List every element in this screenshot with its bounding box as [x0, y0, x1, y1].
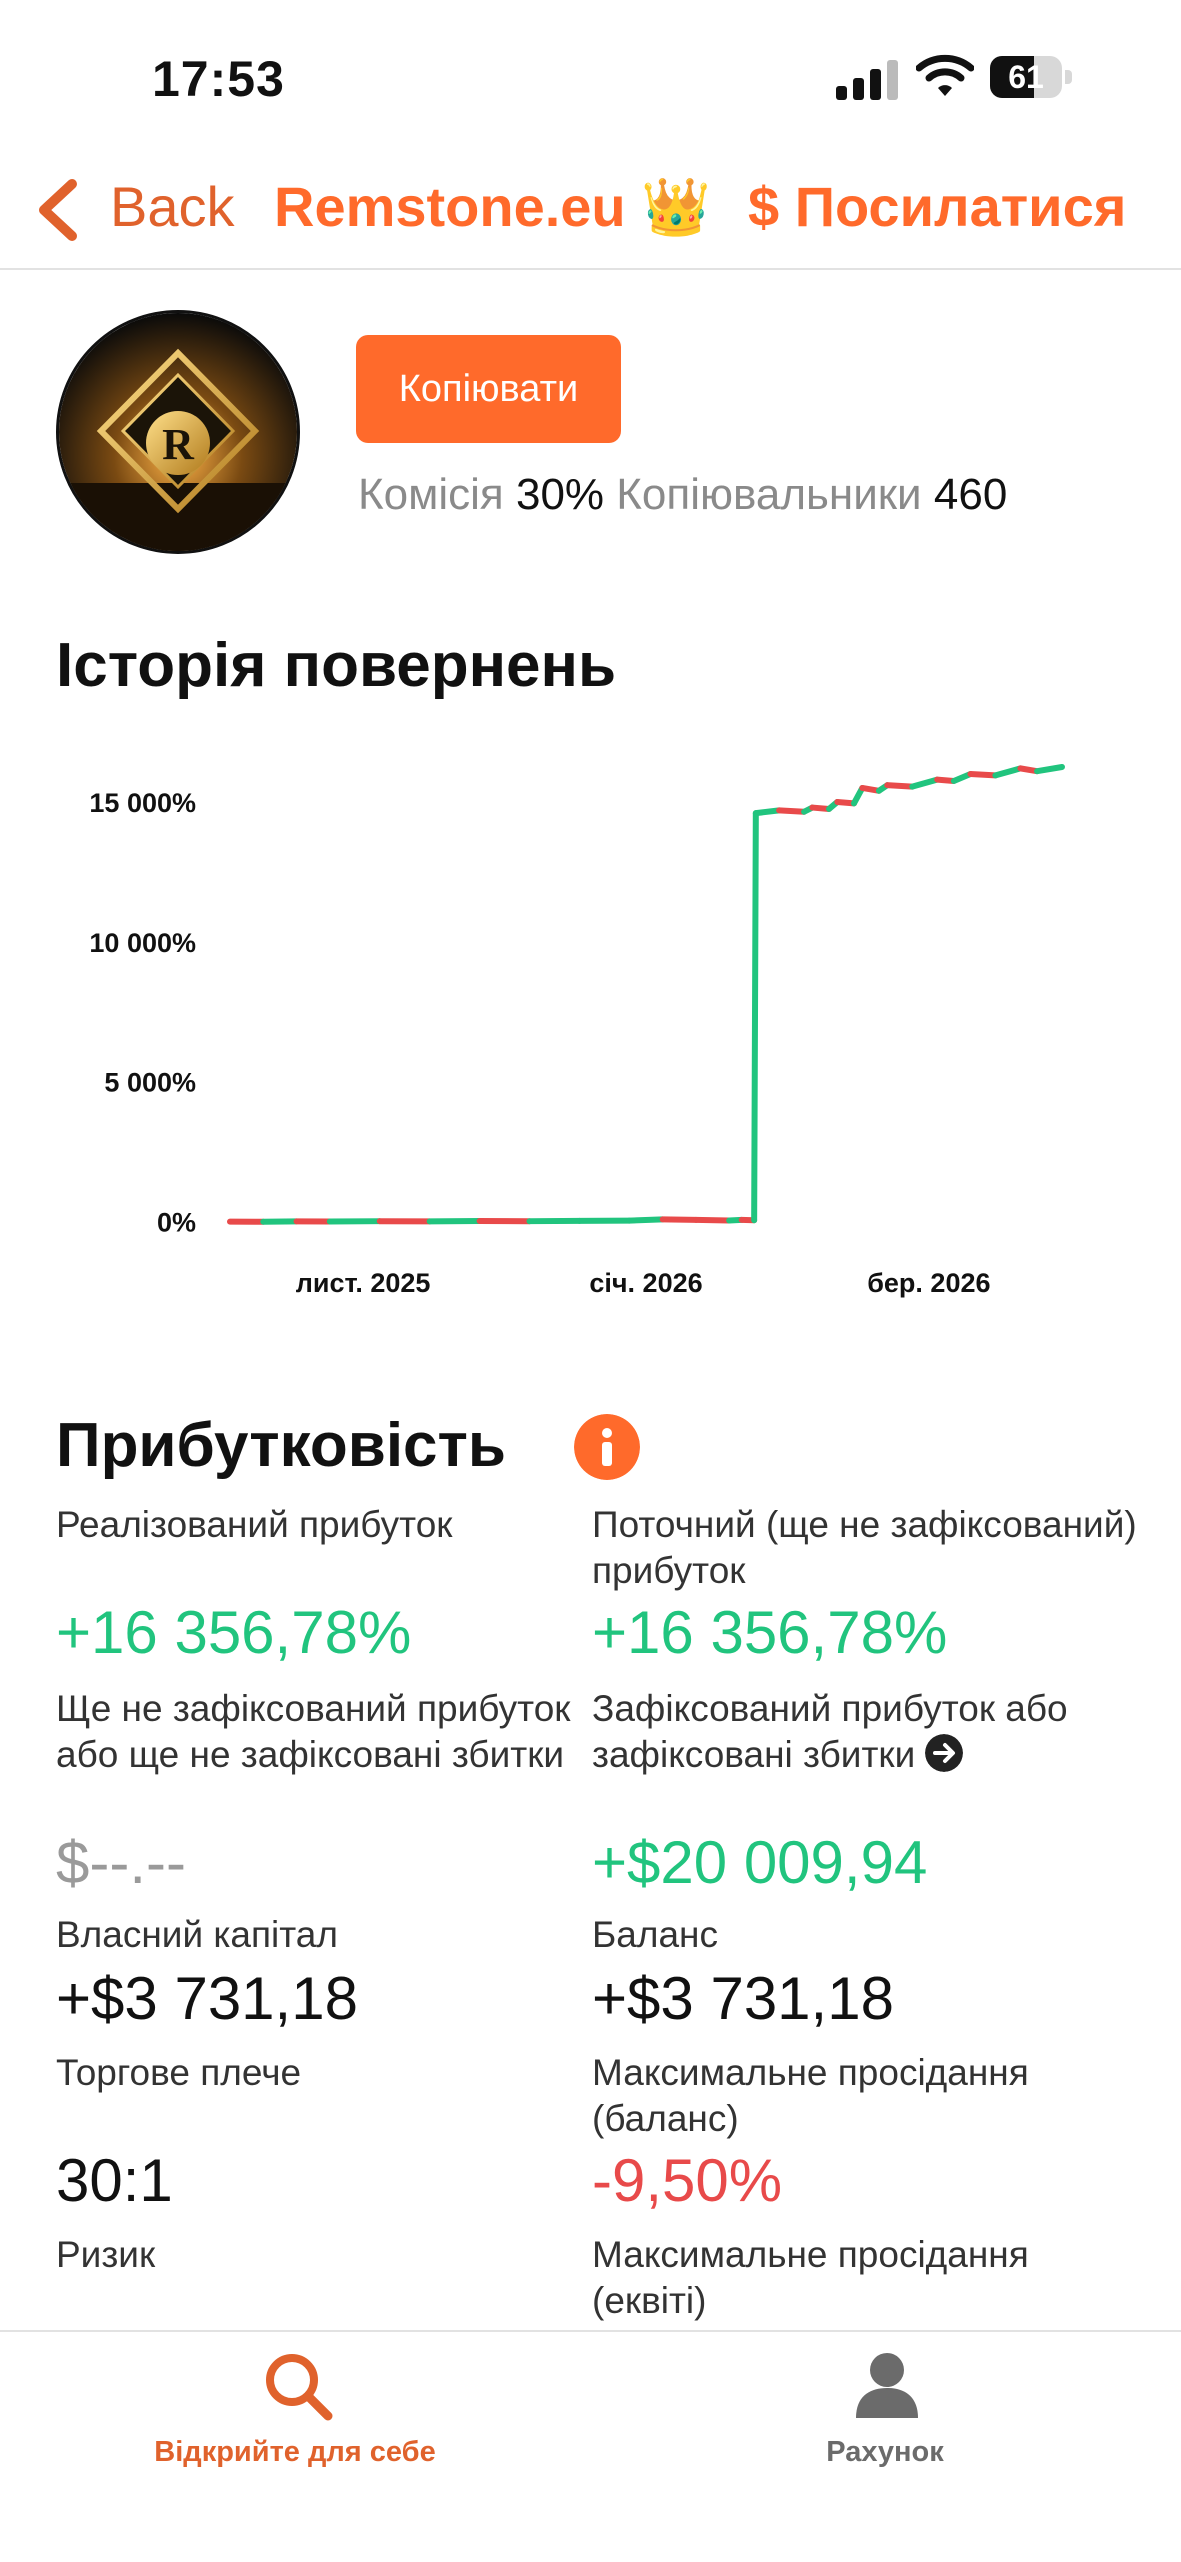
- risk-label: Ризик: [56, 2232, 576, 2278]
- max-drawdown-balance-value: -9,50%: [592, 2146, 1152, 2215]
- fixed-pnl-value: +$20 009,94: [592, 1828, 1152, 1897]
- commission-value: 30%: [516, 470, 604, 519]
- balance-label: Баланс: [592, 1912, 1152, 1958]
- fixed-pnl-label: Зафіксований прибуток або зафіксовані зб…: [592, 1688, 1068, 1775]
- equity-value: +$3 731,18: [56, 1964, 576, 2033]
- unrealized-pnl-value: $--.--: [56, 1828, 576, 1897]
- returns-line-segment: [995, 768, 1020, 775]
- status-time: 17:53: [152, 50, 285, 108]
- realized-profit-label: Реалізований прибуток: [56, 1502, 576, 1548]
- max-drawdown-balance-label: Максимальне просідання (баланс): [592, 2050, 1152, 2142]
- tab-discover[interactable]: Відкрийте для себе: [0, 2436, 590, 2469]
- avatar-letter: R: [162, 420, 195, 469]
- returns-line-segment: [629, 1219, 662, 1220]
- returns-line-segment: [779, 810, 804, 811]
- returns-line-segment: [696, 1220, 729, 1221]
- y-tick-label: 0%: [157, 1208, 196, 1238]
- returns-line-segment: [1037, 767, 1062, 771]
- x-tick-label: січ. 2026: [589, 1268, 702, 1298]
- info-icon[interactable]: [574, 1414, 640, 1480]
- arrow-right-circle-icon[interactable]: [925, 1734, 963, 1772]
- cellular-signal-icon: [836, 60, 900, 100]
- y-tick-label: 5 000%: [104, 1068, 196, 1098]
- battery-icon: 61: [990, 56, 1072, 98]
- returns-chart: 15 000% 10 000% 5 000% 0% лист. 2025 січ. 202…: [0, 740, 1181, 1320]
- max-drawdown-equity-label: Максимальне просідання (еквіті): [592, 2232, 1152, 2324]
- battery-level: 61: [990, 56, 1062, 98]
- returns-history-title: Історія повернень: [56, 630, 616, 701]
- back-button[interactable]: Back: [110, 174, 235, 239]
- leverage-value: 30:1: [56, 2146, 576, 2215]
- copiers-value: 460: [934, 470, 1007, 519]
- trader-stats: Комісія 30% Копіювальники 460: [358, 470, 1007, 520]
- chevron-left-icon[interactable]: [32, 178, 84, 242]
- realized-profit-value: +16 356,78%: [56, 1598, 576, 1667]
- current-profit-value: +16 356,78%: [592, 1598, 1152, 1667]
- returns-line-segment: [912, 780, 937, 787]
- y-tick-label: 15 000%: [89, 788, 196, 818]
- wifi-icon: [916, 52, 974, 98]
- logo-image: R: [59, 313, 297, 551]
- profitability-title: Прибутковість: [56, 1410, 506, 1481]
- x-tick-label: бер. 2026: [867, 1268, 990, 1298]
- leverage-label: Торгове плече: [56, 2050, 576, 2096]
- y-tick-label: 10 000%: [89, 928, 196, 958]
- navigation-bar: Back Remstone.eu 👑 $ Посилатися: [0, 150, 1181, 270]
- returns-line-segment: [663, 1219, 696, 1220]
- tab-account[interactable]: Рахунок: [590, 2436, 1180, 2469]
- fixed-pnl-link[interactable]: Зафіксований прибуток або зафіксовані зб…: [592, 1686, 1152, 1778]
- current-profit-label: Поточний (ще не зафіксований) прибуток: [592, 1502, 1152, 1594]
- share-button[interactable]: $ Посилатися: [748, 174, 1126, 239]
- balance-value: +$3 731,18: [592, 1964, 1152, 2033]
- returns-line-segment: [756, 810, 779, 813]
- returns-line-segment: [754, 813, 756, 1220]
- unrealized-pnl-label: Ще не зафіксований прибуток або ще не за…: [56, 1686, 576, 1778]
- user-icon[interactable]: [852, 2350, 922, 2420]
- commission-label: Комісія: [358, 470, 504, 519]
- copiers-label: Копіювальники: [616, 470, 921, 519]
- search-icon[interactable]: [262, 2350, 334, 2422]
- equity-label: Власний капітал: [56, 1912, 576, 1958]
- page-title: Remstone.eu 👑: [274, 174, 711, 240]
- avatar: R: [56, 310, 300, 554]
- returns-line-segment: [970, 774, 995, 775]
- returns-line-segment: [887, 785, 912, 786]
- copy-button[interactable]: Копіювати: [356, 335, 621, 443]
- x-tick-label: лист. 2025: [296, 1268, 431, 1298]
